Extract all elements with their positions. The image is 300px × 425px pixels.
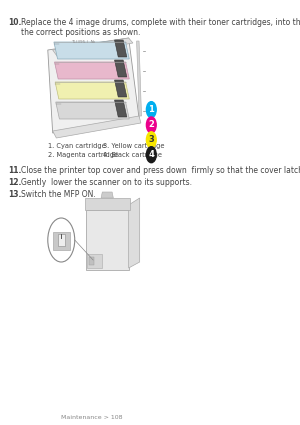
Polygon shape <box>48 38 139 133</box>
Polygon shape <box>115 80 127 97</box>
Text: Maintenance > 108: Maintenance > 108 <box>61 415 123 420</box>
Circle shape <box>146 132 156 148</box>
Polygon shape <box>55 82 129 99</box>
Text: 4: 4 <box>148 150 154 159</box>
Polygon shape <box>115 40 127 57</box>
Polygon shape <box>85 198 130 210</box>
Polygon shape <box>53 116 141 138</box>
Polygon shape <box>53 38 133 56</box>
Text: 10.: 10. <box>9 18 22 27</box>
Polygon shape <box>115 60 127 77</box>
Text: Replace the 4 image drums, complete with their toner cartridges, into the printe: Replace the 4 image drums, complete with… <box>21 18 300 27</box>
Polygon shape <box>54 42 129 59</box>
Text: 13.: 13. <box>9 190 22 199</box>
Text: 3: 3 <box>148 135 154 144</box>
Text: Switch the MFP ON.: Switch the MFP ON. <box>21 190 96 199</box>
Text: 1. Cyan cartridge: 1. Cyan cartridge <box>48 143 106 149</box>
Text: Gently  lower the scanner on to its supports.: Gently lower the scanner on to its suppo… <box>21 178 192 187</box>
Text: 4. Black cartridge: 4. Black cartridge <box>103 152 162 158</box>
Text: 1: 1 <box>148 105 154 114</box>
Circle shape <box>146 102 156 118</box>
Polygon shape <box>56 102 129 119</box>
Polygon shape <box>55 62 129 79</box>
Text: 2. Magenta cartridge: 2. Magenta cartridge <box>48 152 118 158</box>
Polygon shape <box>86 210 129 270</box>
Text: 11.: 11. <box>9 166 22 175</box>
Bar <box>53 232 70 250</box>
Polygon shape <box>115 100 127 117</box>
Polygon shape <box>101 192 113 198</box>
Text: 12.: 12. <box>9 178 22 187</box>
Text: Close the printer top cover and press down  firmly so that the cover latches clo: Close the printer top cover and press do… <box>21 166 300 175</box>
Text: the correct positions as shown.: the correct positions as shown. <box>21 28 140 37</box>
Polygon shape <box>129 198 140 268</box>
Bar <box>89 257 94 265</box>
Circle shape <box>146 147 156 163</box>
Text: 3. Yellow cartridge: 3. Yellow cartridge <box>103 143 164 149</box>
Circle shape <box>146 117 156 133</box>
Bar <box>58 234 65 246</box>
Bar <box>87 254 102 268</box>
Polygon shape <box>136 41 142 116</box>
Text: 2: 2 <box>148 120 154 130</box>
Circle shape <box>48 218 75 262</box>
Text: TL(395.)  №: TL(395.) № <box>71 40 94 44</box>
